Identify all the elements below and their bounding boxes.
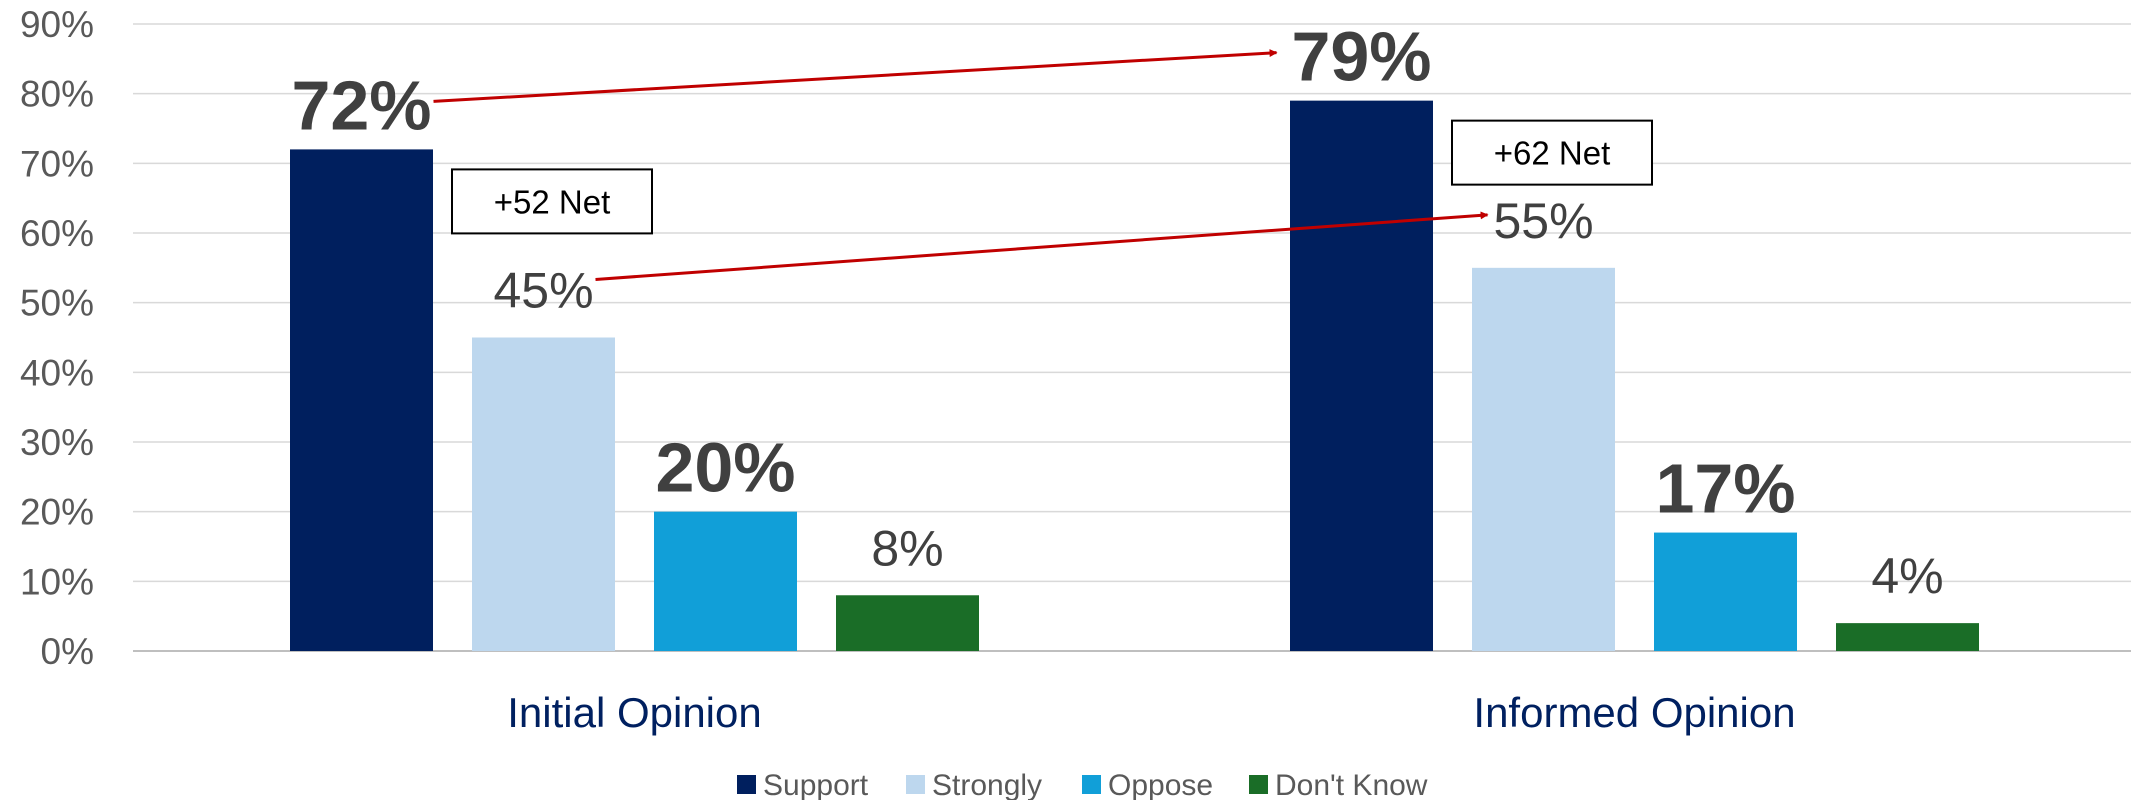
legend-swatch-oppose xyxy=(1082,775,1101,794)
category-label: Informed Opinion xyxy=(1473,689,1795,736)
y-tick-label: 20% xyxy=(20,492,94,533)
y-tick-label: 60% xyxy=(20,213,94,254)
data-label: 20% xyxy=(655,429,795,507)
bar-don-t-know-informed-opinion xyxy=(1836,623,1979,651)
bar-support-informed-opinion xyxy=(1290,100,1433,652)
y-tick-label: 30% xyxy=(20,422,94,463)
data-label: 17% xyxy=(1655,450,1795,528)
net-annotation-label: +62 Net xyxy=(1494,135,1611,172)
legend-swatch-strongly xyxy=(906,775,925,794)
x-axis: Initial Opinion Informed Opinion xyxy=(507,689,1795,736)
y-tick-label: 40% xyxy=(20,352,94,393)
net-annotation-label: +52 Net xyxy=(494,183,611,220)
data-label: 55% xyxy=(1493,193,1593,249)
y-tick-label: 90% xyxy=(20,4,94,45)
net-annotation-box xyxy=(1451,119,1653,186)
legend-label: Don't Know xyxy=(1275,769,1428,800)
data-label: 45% xyxy=(493,263,593,319)
legend-swatch-don-t-know xyxy=(1249,775,1268,794)
legend-label: Oppose xyxy=(1108,769,1213,800)
data-labels: 72% 79% 45% 55% 20% 17% 8% 4% xyxy=(291,18,1943,605)
arrow-support xyxy=(433,49,1278,103)
y-tick-label: 70% xyxy=(20,143,94,184)
y-tick-label: 80% xyxy=(20,74,94,115)
legend-label: Strongly xyxy=(932,769,1042,800)
y-axis: 0% 10% 20% 30% 40% 50% 60% 70% 80% 90% xyxy=(20,4,94,672)
arrow-strongly xyxy=(595,211,1489,281)
legend-label: Support xyxy=(763,769,869,800)
bar-oppose-informed-opinion xyxy=(1654,532,1797,651)
y-tick-label: 0% xyxy=(41,631,94,672)
bar-don-t-know-initial-opinion xyxy=(836,595,979,651)
legend-swatch-support xyxy=(737,775,756,794)
category-label: Initial Opinion xyxy=(507,689,761,736)
net-annotation-box xyxy=(451,168,653,235)
data-label: 8% xyxy=(871,520,943,576)
annotations: +52 Net +62 Net xyxy=(433,49,1653,281)
data-label: 4% xyxy=(1871,548,1943,604)
bars xyxy=(290,100,1979,652)
bar-oppose-initial-opinion xyxy=(654,511,797,651)
y-tick-label: 10% xyxy=(20,561,94,602)
data-label: 72% xyxy=(291,66,431,144)
bar-support-initial-opinion xyxy=(290,149,433,651)
data-label: 79% xyxy=(1291,18,1431,96)
legend: Support Strongly Oppose Don't Know xyxy=(737,769,1428,802)
bar-strongly-informed-opinion xyxy=(1472,267,1615,651)
y-tick-label: 50% xyxy=(20,283,94,324)
bar-strongly-initial-opinion xyxy=(472,337,615,651)
